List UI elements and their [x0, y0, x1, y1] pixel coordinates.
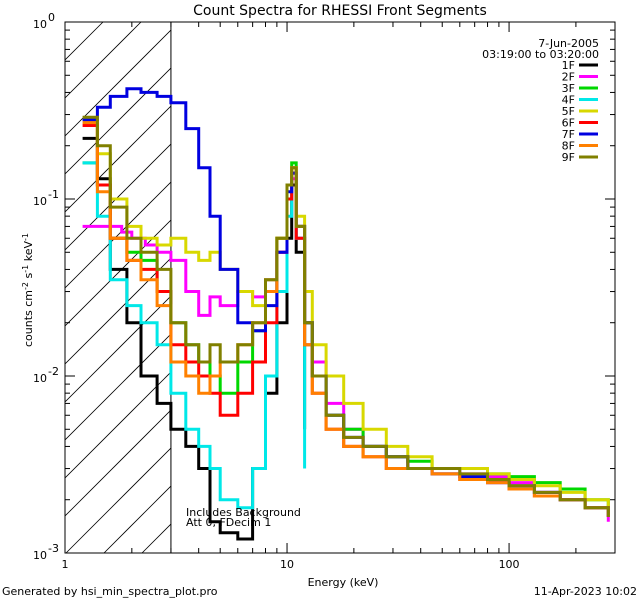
legend-label-8F: 8F — [562, 140, 575, 153]
series-lines — [82, 87, 610, 541]
series-4F — [82, 161, 307, 510]
date-label: 7-Jun-2005 — [538, 37, 599, 50]
legend-label-4F: 4F — [562, 94, 575, 107]
legend-label-2F: 2F — [562, 71, 575, 84]
annotation-background: Includes Background — [186, 506, 301, 519]
y-tick-exponent: -1 — [48, 188, 59, 201]
hatch-line — [65, 409, 172, 517]
legend-label-5F: 5F — [562, 105, 575, 118]
time-range-label: 03:19:00 to 03:20:00 — [482, 48, 599, 61]
y-tick-label: 10 — [33, 195, 47, 208]
y-tick-exponent: -2 — [48, 365, 59, 378]
x-tick-label: 100 — [499, 558, 520, 571]
series-2F — [82, 177, 610, 522]
hatch-line — [65, 295, 172, 403]
hatch-line — [65, 22, 142, 99]
annotation-attenuator: Att 0, FDecim 1 — [186, 516, 271, 529]
hatch-line — [65, 257, 172, 365]
x-tick-label: 10 — [280, 558, 294, 571]
hatch-line — [65, 22, 104, 61]
hatch-line — [65, 181, 172, 289]
hatch-line — [65, 219, 172, 327]
legend-label-3F: 3F — [562, 82, 575, 95]
legend-label-7F: 7F — [562, 128, 575, 141]
y-tick-exponent: -3 — [48, 542, 59, 555]
y-tick-label: 10 — [33, 372, 47, 385]
series-6F — [82, 124, 610, 517]
hatch-line — [141, 523, 172, 553]
x-tick-label: 1 — [62, 558, 69, 571]
hatched-region — [65, 22, 172, 553]
hatch-line — [65, 143, 172, 251]
hatch-line — [65, 105, 172, 213]
legend-label-6F: 6F — [562, 117, 575, 130]
hatch-line — [65, 29, 172, 137]
series-7F — [82, 87, 610, 517]
hatch-line — [65, 333, 172, 441]
series-5F — [82, 118, 610, 508]
legend-label-1F: 1F — [562, 59, 575, 72]
y-tick-label: 10 — [33, 549, 47, 562]
x-axis-label: Energy (keV) — [308, 576, 379, 589]
hatch-line — [65, 447, 172, 553]
y-tick-exponent: 0 — [48, 11, 55, 24]
plot-frame — [64, 21, 616, 554]
series-9F — [82, 115, 610, 517]
hatch-line — [65, 371, 172, 479]
legend-label-9F: 9F — [562, 151, 575, 164]
y-axis-label: counts cm-2 s-1 keV-1 — [21, 233, 36, 347]
hatch-line — [103, 485, 172, 553]
footer-timestamp: 11-Apr-2023 10:02 — [534, 585, 637, 598]
hatch-line — [65, 67, 172, 175]
footer-generated-by: Generated by hsi_min_spectra_plot.pro — [2, 585, 218, 598]
chart-title: Count Spectra for RHESSI Front Segments — [193, 3, 487, 19]
series-3F — [82, 161, 610, 508]
y-tick-label: 10 — [33, 18, 47, 31]
